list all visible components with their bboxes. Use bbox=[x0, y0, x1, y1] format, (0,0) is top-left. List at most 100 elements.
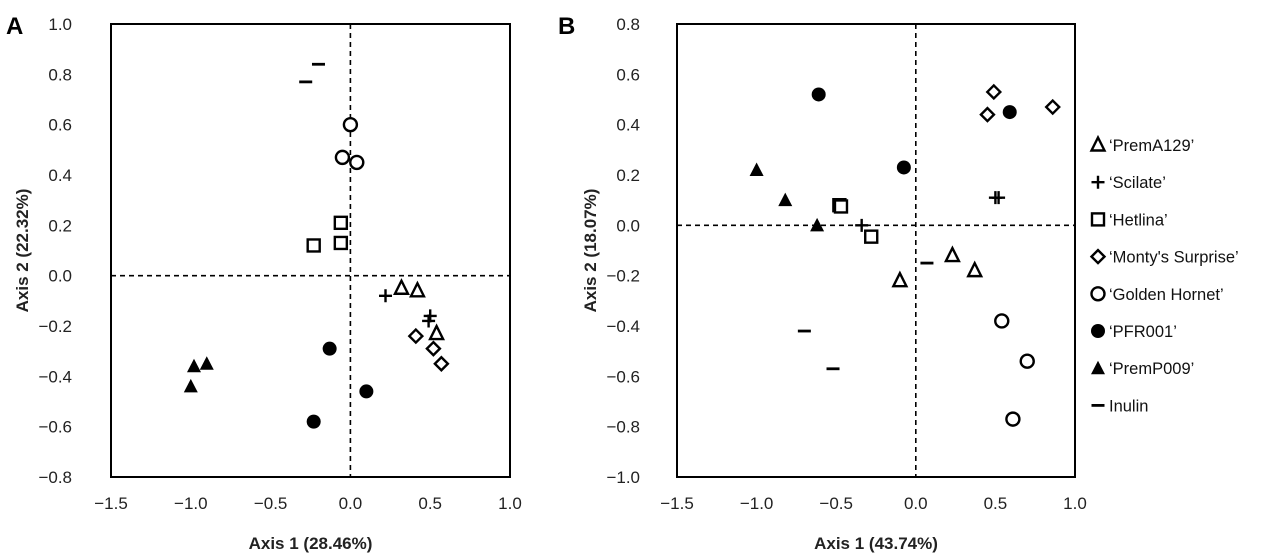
y-tick-label: 0.6 bbox=[616, 65, 640, 84]
filled-circle-icon bbox=[1091, 324, 1105, 338]
data-point-filled-circle bbox=[359, 384, 374, 399]
y-tick-label: 0.0 bbox=[616, 216, 640, 235]
data-point-open-square bbox=[306, 238, 321, 253]
x-tick-label: 1.0 bbox=[498, 494, 522, 513]
series-filled-triangle bbox=[183, 356, 214, 393]
series-plus bbox=[855, 191, 1006, 232]
data-point-open-diamond bbox=[433, 355, 450, 372]
open-triangle-icon bbox=[1089, 134, 1107, 152]
y-tick-label: 1.0 bbox=[48, 15, 72, 34]
series-open-square bbox=[306, 215, 349, 253]
x-tick-label: 1.0 bbox=[1063, 494, 1087, 513]
x-tick-label: −0.5 bbox=[254, 494, 288, 513]
legend-label: ‘PremP009’ bbox=[1109, 360, 1194, 378]
legend-item: ‘Scilate’ bbox=[1091, 174, 1166, 192]
y-tick-label: 0.2 bbox=[616, 166, 640, 185]
data-point-filled-circle bbox=[811, 87, 826, 102]
y-tick-label: 0.0 bbox=[48, 267, 72, 286]
series-filled-triangle bbox=[749, 162, 825, 232]
y-tick-label: −0.8 bbox=[606, 418, 640, 437]
y-tick-label: −0.8 bbox=[38, 468, 72, 487]
data-point-open-diamond bbox=[979, 106, 996, 123]
legend-item: Inulin bbox=[1091, 397, 1148, 415]
open-circle-icon bbox=[1090, 286, 1106, 302]
legend-label: ‘Hetlina’ bbox=[1109, 211, 1168, 229]
filled-triangle-icon bbox=[1091, 360, 1105, 375]
legend-label: ‘Golden Hornet’ bbox=[1109, 286, 1224, 304]
data-point-open-circle bbox=[1019, 353, 1035, 369]
data-point-open-triangle bbox=[393, 278, 410, 295]
legend-label: ‘PremA129’ bbox=[1109, 137, 1194, 155]
data-point-open-circle bbox=[342, 116, 359, 133]
data-point-plus bbox=[855, 218, 869, 232]
data-point-filled-triangle bbox=[199, 356, 214, 370]
y-tick-label: 0.6 bbox=[48, 116, 72, 135]
scatter-plot-a: −1.5 −1.0 −0.5 0.0 0.5 1.0 −0.8 −0.6 −0.4 −0.2 0.0… bbox=[13, 15, 522, 553]
data-point-open-circle bbox=[1005, 411, 1021, 427]
legend-label: ‘PFR001’ bbox=[1109, 323, 1177, 341]
data-point-filled-circle bbox=[1002, 105, 1017, 120]
data-point-open-square bbox=[333, 235, 349, 251]
legend-label: ‘Scilate’ bbox=[1109, 174, 1166, 192]
scatter-plot-b: −1.5 −1.0 −0.5 0.0 0.5 1.0 −1.0 −0.8 −0.6 −0.4 −0.… bbox=[581, 15, 1087, 553]
data-point-plus bbox=[992, 191, 1006, 205]
data-point-filled-triangle bbox=[749, 162, 764, 176]
data-point-open-triangle bbox=[428, 323, 446, 341]
y-tick-label: 0.4 bbox=[48, 166, 72, 185]
panel-label-a: A bbox=[6, 13, 23, 40]
y-axis-title: Axis 2 (18.07%) bbox=[581, 189, 600, 313]
panel-label-b: B bbox=[558, 13, 575, 40]
legend-label: ‘Monty's Surprise’ bbox=[1109, 249, 1239, 267]
data-point-open-triangle bbox=[891, 270, 909, 288]
open-diamond-icon bbox=[1089, 248, 1107, 265]
data-point-open-diamond bbox=[985, 83, 1003, 101]
legend-label: Inulin bbox=[1109, 397, 1148, 415]
series-open-diamond bbox=[407, 327, 450, 372]
data-point-filled-triangle bbox=[810, 217, 825, 232]
data-point-open-triangle bbox=[408, 280, 426, 298]
data-point-filled-circle bbox=[322, 341, 337, 356]
x-tick-label: −1.0 bbox=[174, 494, 208, 513]
x-tick-label: −1.5 bbox=[660, 494, 694, 513]
data-point-open-diamond bbox=[407, 327, 425, 345]
series-open-square bbox=[832, 197, 879, 244]
data-point-open-square bbox=[864, 229, 879, 244]
x-tick-label: −1.0 bbox=[740, 494, 774, 513]
x-tick-label: −1.5 bbox=[94, 494, 128, 513]
legend-item: ‘PFR001’ bbox=[1091, 323, 1177, 341]
data-point-filled-circle bbox=[306, 414, 321, 429]
data-point-open-circle bbox=[994, 313, 1010, 329]
y-tick-label: −0.4 bbox=[38, 367, 72, 386]
plot-frame bbox=[676, 23, 1076, 478]
series-dash bbox=[299, 62, 325, 84]
y-tick-label: −0.6 bbox=[38, 418, 72, 437]
plot-frame bbox=[110, 23, 511, 478]
series-filled-circle bbox=[306, 341, 374, 429]
series-dash bbox=[797, 261, 934, 371]
data-point-open-triangle bbox=[966, 260, 984, 278]
y-tick-label: −0.4 bbox=[606, 317, 640, 336]
legend-item: ‘Hetlina’ bbox=[1090, 211, 1168, 229]
legend-item: ‘PremP009’ bbox=[1091, 360, 1194, 378]
series-open-diamond bbox=[979, 83, 1061, 123]
x-tick-label: −0.5 bbox=[819, 494, 853, 513]
data-point-open-triangle bbox=[943, 245, 961, 263]
series-plus bbox=[379, 289, 437, 328]
data-point-open-square bbox=[333, 215, 349, 231]
x-tick-label: 0.5 bbox=[418, 494, 442, 513]
y-tick-label: 0.4 bbox=[616, 116, 640, 135]
y-tick-label: −0.2 bbox=[38, 317, 72, 336]
y-tick-label: −0.2 bbox=[606, 267, 640, 286]
series-open-triangle bbox=[393, 278, 446, 341]
legend-item: ‘Monty's Surprise’ bbox=[1089, 248, 1239, 267]
plus-icon bbox=[1091, 175, 1105, 189]
data-point-open-circle bbox=[349, 154, 365, 171]
y-tick-label: 0.2 bbox=[48, 216, 72, 235]
data-point-filled-triangle bbox=[778, 192, 793, 207]
data-point-filled-circle bbox=[896, 160, 911, 175]
y-axis-title: Axis 2 (22.32%) bbox=[13, 189, 32, 313]
x-axis-title: Axis 1 (28.46%) bbox=[249, 534, 373, 553]
x-tick-label: 0.0 bbox=[339, 494, 363, 513]
x-tick-label: 0.5 bbox=[984, 494, 1008, 513]
